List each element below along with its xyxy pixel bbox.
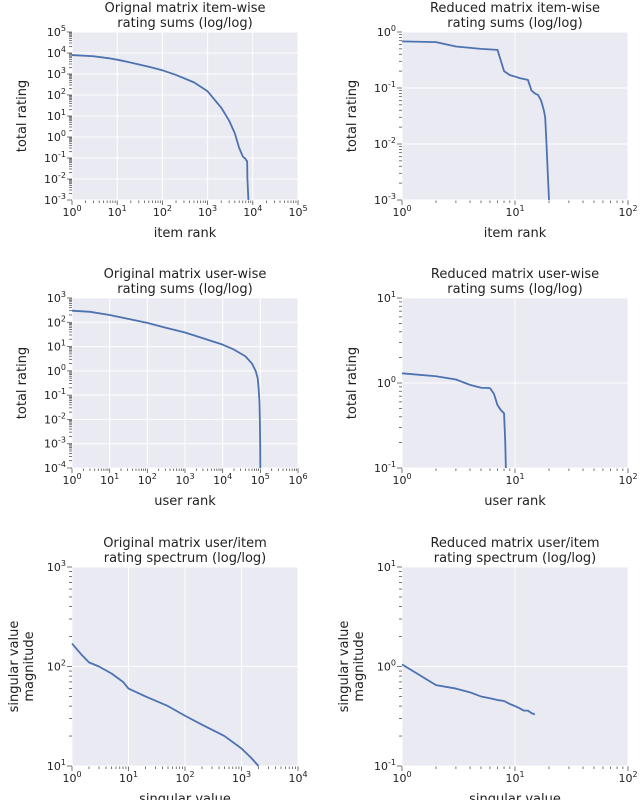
x-tick-label: 102 <box>175 770 194 785</box>
y-tick-label: 103 <box>47 559 66 574</box>
chart-title: Reduced matrix user/item <box>430 536 599 551</box>
x-tick-label: 102 <box>138 472 157 487</box>
x-tick-label: 100 <box>392 204 411 219</box>
x-tick-label: 101 <box>119 770 138 785</box>
x-tick-label: 100 <box>62 204 81 219</box>
y-tick-label: 100 <box>377 375 396 390</box>
x-tick-label: 101 <box>108 204 127 219</box>
y-tick-label: 101 <box>47 108 66 123</box>
x-tick-label: 102 <box>618 472 637 487</box>
y-tick-label: 100 <box>377 24 396 39</box>
y-tick-label: 10-4 <box>44 460 66 475</box>
chart-title: Reduced matrix item-wise <box>430 1 600 16</box>
x-tick-label: 102 <box>618 770 637 785</box>
chart-title: rating spectrum (log/log) <box>434 551 596 566</box>
x-tick-label: 105 <box>251 472 270 487</box>
y-tick-label: 10-2 <box>374 136 396 151</box>
y-axis-label: total rating <box>15 347 30 419</box>
y-tick-label: 102 <box>47 659 66 674</box>
y-axis-label: singular value <box>7 621 22 713</box>
x-tick-label: 101 <box>100 472 119 487</box>
x-axis-label: item rank <box>154 226 217 241</box>
series-line <box>401 40 550 201</box>
y-tick-label: 103 <box>47 66 66 81</box>
x-axis-label: user rank <box>484 494 546 509</box>
y-tick-label: 101 <box>377 290 396 305</box>
y-tick-label: 101 <box>377 559 396 574</box>
y-tick-label: 10-1 <box>374 758 396 773</box>
y-tick-label: 100 <box>377 659 396 674</box>
y-axis-label: total rating <box>345 80 360 152</box>
y-tick-label: 102 <box>47 87 66 102</box>
y-axis-label: magnitude <box>352 631 367 701</box>
x-axis-label: user rank <box>154 494 216 509</box>
x-tick-label: 100 <box>62 770 81 785</box>
y-tick-label: 100 <box>47 129 66 144</box>
x-tick-label: 100 <box>392 472 411 487</box>
chart-title: rating spectrum (log/log) <box>104 551 266 566</box>
y-tick-label: 104 <box>47 45 66 60</box>
y-tick-label: 10-1 <box>44 150 66 165</box>
series-line <box>71 642 260 767</box>
x-tick-label: 100 <box>392 770 411 785</box>
x-axis-label: singular value <box>469 792 561 800</box>
x-tick-label: 105 <box>288 204 307 219</box>
y-axis-label: magnitude <box>22 631 37 701</box>
y-tick-label: 101 <box>47 758 66 773</box>
chart-panel-2: 100 101 102 10-3 10-2 10-1 100 Reduced matrix i… <box>345 1 638 241</box>
x-tick-label: 102 <box>618 204 637 219</box>
chart-title: Original matrix user-wise <box>104 267 267 282</box>
y-axis-label: total rating <box>345 347 360 419</box>
chart-title: rating sums (log/log) <box>447 282 582 297</box>
y-axis-label: singular value <box>337 621 352 713</box>
series-line <box>401 663 536 716</box>
y-tick-label: 103 <box>47 290 66 305</box>
x-tick-label: 102 <box>153 204 172 219</box>
x-tick-label: 101 <box>505 770 524 785</box>
series-line <box>401 372 507 469</box>
x-tick-label: 103 <box>232 770 251 785</box>
x-tick-label: 103 <box>175 472 194 487</box>
x-tick-label: 104 <box>213 472 232 487</box>
y-tick-label: 100 <box>47 363 66 378</box>
y-tick-label: 10-1 <box>374 80 396 95</box>
x-axis-label: singular value <box>139 792 231 800</box>
chart-panel-1: 100 101 102 103 104 105 10-3 10-2 10-1 100 101 102 1… <box>15 1 308 241</box>
chart-title: Reduced matrix user-wise <box>431 267 599 282</box>
x-tick-label: 100 <box>62 472 81 487</box>
y-tick-label: 10-2 <box>44 411 66 426</box>
series-line <box>71 309 262 469</box>
y-tick-label: 10-3 <box>44 192 66 207</box>
x-tick-label: 104 <box>288 770 307 785</box>
x-tick-label: 101 <box>505 472 524 487</box>
x-axis-label: item rank <box>484 226 547 241</box>
chart-title: Orignal matrix item-wise <box>105 1 266 16</box>
chart-title: Original matrix user/item <box>103 536 267 551</box>
series-line <box>71 54 250 201</box>
chart-title: rating sums (log/log) <box>447 16 582 31</box>
y-tick-label: 105 <box>47 24 66 39</box>
x-tick-label: 103 <box>198 204 217 219</box>
x-tick-label: 106 <box>288 472 307 487</box>
y-tick-label: 10-1 <box>44 387 66 402</box>
y-axis-label: total rating <box>15 80 30 152</box>
chart-title: rating sums (log/log) <box>117 282 252 297</box>
y-tick-label: 10-1 <box>374 460 396 475</box>
chart-title: rating sums (log/log) <box>117 16 252 31</box>
y-tick-label: 10-3 <box>374 192 396 207</box>
y-tick-label: 10-2 <box>44 171 66 186</box>
x-tick-label: 104 <box>243 204 262 219</box>
y-tick-label: 102 <box>47 314 66 329</box>
x-tick-label: 101 <box>505 204 524 219</box>
chart-panel-3: 100 101 102 103 104 105 106 10-4 10-3 10-2 10-1 100… <box>15 267 308 509</box>
y-tick-label: 101 <box>47 339 66 354</box>
y-tick-label: 10-3 <box>44 436 66 451</box>
